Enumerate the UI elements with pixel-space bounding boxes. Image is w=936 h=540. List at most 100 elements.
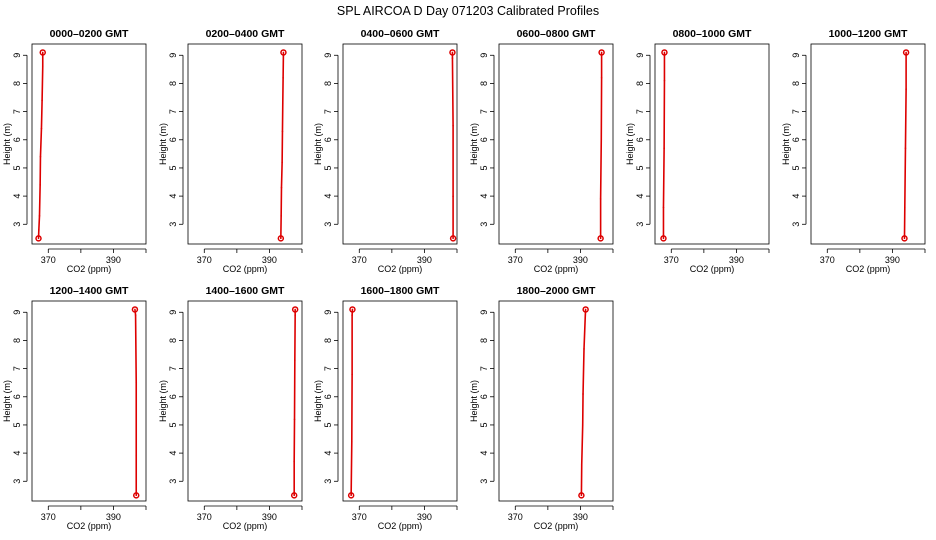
y-tick-label: 9	[635, 53, 645, 58]
profile-marker	[660, 235, 667, 242]
y-tick-label: 9	[479, 53, 489, 58]
x-tick-label: 370	[664, 255, 679, 265]
y-tick-label: 3	[323, 479, 333, 484]
y-tick-label: 4	[479, 451, 489, 456]
y-tick-label: 5	[12, 422, 22, 427]
x-tick-label: 370	[41, 512, 56, 522]
y-tick-label: 3	[12, 479, 22, 484]
profile-marker	[902, 49, 910, 56]
profile-segment	[662, 147, 665, 209]
profile-marker	[280, 49, 287, 56]
x-axis-label: CO2 (ppm)	[378, 264, 423, 274]
x-tick-label: 390	[417, 512, 432, 522]
y-tick-label: 7	[168, 109, 178, 114]
y-tick-label: 8	[323, 81, 333, 86]
y-tick-label: 8	[479, 81, 489, 86]
profile-marker	[290, 492, 298, 499]
profile-segment	[350, 441, 353, 497]
profile-segment	[582, 348, 585, 395]
y-tick-label: 7	[12, 366, 22, 371]
y-tick-label: 9	[323, 310, 333, 315]
x-tick-label: 370	[352, 255, 367, 265]
y-tick-label: 7	[791, 109, 801, 114]
profile-segment	[599, 138, 603, 200]
profile-marker	[39, 49, 46, 56]
y-tick-label: 9	[168, 53, 178, 58]
y-tick-label: 8	[168, 338, 178, 343]
y-tick-label: 3	[479, 222, 489, 227]
profile-marker	[598, 49, 605, 56]
profile-marker	[347, 492, 355, 499]
y-axis-label: Height (m)	[781, 123, 791, 165]
y-tick-label: 9	[168, 310, 178, 315]
y-tick-label: 5	[168, 422, 178, 427]
profile-segment	[580, 424, 584, 466]
profile-marker	[349, 306, 356, 313]
y-tick-label: 4	[323, 451, 333, 456]
x-axis-label: CO2 (ppm)	[690, 264, 735, 274]
profile-segment	[38, 184, 41, 217]
profile-marker	[449, 235, 457, 242]
figure-title: SPL AIRCOA D Day 071203 Calibrated Profi…	[337, 4, 599, 18]
x-tick-label: 370	[508, 255, 523, 265]
y-tick-label: 6	[323, 394, 333, 399]
x-tick-label: 370	[197, 512, 212, 522]
y-tick-label: 8	[12, 81, 22, 86]
y-tick-label: 9	[323, 53, 333, 58]
profile-marker	[582, 306, 589, 313]
panel-title: 1400–1600 GMT	[206, 285, 285, 297]
x-axis-label: CO2 (ppm)	[67, 264, 112, 274]
profile-marker	[277, 235, 285, 242]
x-axis-label: CO2 (ppm)	[223, 264, 268, 274]
y-tick-label: 5	[12, 165, 22, 170]
y-tick-label: 6	[12, 394, 22, 399]
plot-frame	[31, 300, 147, 502]
profile-segment	[40, 99, 43, 130]
profile-marker	[901, 235, 908, 242]
y-tick-label: 4	[12, 451, 22, 456]
profile-segment	[904, 147, 907, 209]
y-axis-label: Height (m)	[313, 380, 323, 422]
y-tick-label: 6	[323, 137, 333, 142]
x-axis-label: CO2 (ppm)	[534, 264, 579, 274]
y-tick-label: 5	[791, 165, 801, 170]
y-tick-label: 6	[168, 394, 178, 399]
panel-title: 0600–0800 GMT	[517, 28, 596, 40]
profile-segment	[583, 314, 587, 350]
x-tick-label: 390	[262, 255, 277, 265]
y-tick-label: 8	[168, 81, 178, 86]
panel-title: 1800–2000 GMT	[517, 285, 596, 297]
y-tick-label: 5	[479, 422, 489, 427]
panel-title: 0800–1000 GMT	[673, 28, 752, 40]
x-tick-label: 370	[41, 255, 56, 265]
profile-marker	[132, 492, 140, 499]
x-tick-label: 370	[197, 255, 212, 265]
y-tick-label: 5	[635, 165, 645, 170]
profile-segment	[904, 88, 907, 150]
y-tick-label: 5	[479, 165, 489, 170]
plot-frame	[498, 300, 614, 502]
y-tick-label: 8	[791, 81, 801, 86]
panel-title: 1600–1800 GMT	[361, 285, 440, 297]
y-axis-label: Height (m)	[625, 123, 635, 165]
plot-frame	[187, 43, 303, 245]
profile-marker	[35, 235, 42, 242]
plot-frame	[342, 43, 458, 245]
plot-frame	[498, 43, 614, 245]
y-tick-label: 4	[168, 451, 178, 456]
profile-segment	[280, 161, 283, 189]
y-axis-label: Height (m)	[158, 380, 168, 422]
y-tick-label: 6	[635, 137, 645, 142]
y-tick-label: 3	[168, 222, 178, 227]
y-axis-label: Height (m)	[2, 380, 12, 422]
